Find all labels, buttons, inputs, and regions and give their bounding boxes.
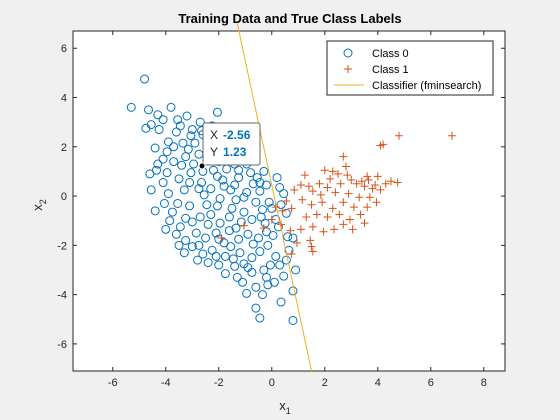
y-tick-label: -4 bbox=[57, 290, 67, 302]
datatip[interactable]: X -2.56 Y 1.23 bbox=[199, 123, 260, 169]
legend-label-classifier: Classifier (fminsearch) bbox=[372, 80, 481, 92]
y-axis-label: x2 bbox=[30, 199, 48, 211]
x-tick-label: 4 bbox=[375, 377, 381, 389]
x-tick-label: -2 bbox=[214, 377, 224, 389]
legend[interactable]: Class 0 Class 1 Classifier (fminsearch) bbox=[327, 41, 493, 95]
y-tick-label: 6 bbox=[61, 43, 67, 55]
y-tick-label: 4 bbox=[61, 93, 67, 105]
x-tick-label: -6 bbox=[108, 377, 118, 389]
y-tick-label: -6 bbox=[57, 339, 67, 351]
datatip-y-value: 1.23 bbox=[223, 145, 247, 159]
datatip-x-label: X bbox=[210, 128, 218, 142]
x-tick-label: -4 bbox=[161, 377, 171, 389]
datatip-marker bbox=[199, 163, 205, 169]
chart-title: Training Data and True Class Labels bbox=[178, 11, 401, 26]
y-axis-label-subscript: 2 bbox=[38, 199, 48, 204]
x-axis-label: x1 bbox=[279, 398, 291, 416]
datatip-x: X -2.56 bbox=[210, 128, 251, 142]
datatip-x-value: -2.56 bbox=[223, 128, 251, 142]
y-tick-label: 0 bbox=[61, 191, 67, 203]
x-tick-label: 2 bbox=[322, 377, 328, 389]
y-tick-label: -2 bbox=[57, 240, 67, 252]
legend-label-class-1: Class 1 bbox=[372, 64, 409, 76]
datatip-y: Y 1.23 bbox=[210, 145, 247, 159]
x-tick-label: 8 bbox=[481, 377, 487, 389]
datatip-y-label: Y bbox=[210, 145, 218, 159]
x-axis-label-subscript: 1 bbox=[286, 406, 291, 416]
y-tick-label: 2 bbox=[61, 142, 67, 154]
x-tick-label: 6 bbox=[428, 377, 434, 389]
x-tick-label: 0 bbox=[269, 377, 275, 389]
legend-label-class-0: Class 0 bbox=[372, 48, 409, 60]
